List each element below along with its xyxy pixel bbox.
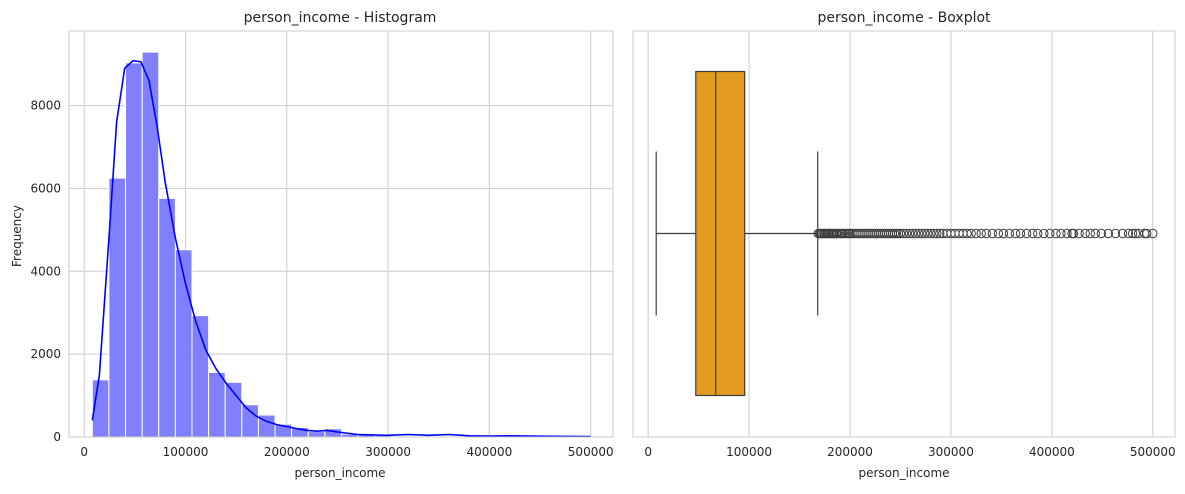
box-x-tick-label: 200000 <box>827 445 873 459</box>
boxplot-outliers <box>813 228 1158 239</box>
outlier-point <box>1015 228 1026 239</box>
hist-x-tick-label: 0 <box>80 445 88 459</box>
histogram-panel: person_income - Histogram 0 100000 200000 3… <box>10 10 614 480</box>
histogram-y-ticks: 0 2000 4000 6000 8000 <box>30 99 61 444</box>
outlier-point <box>1085 228 1095 239</box>
outlier-point <box>971 228 981 239</box>
outlier-point <box>998 228 1009 239</box>
outlier-point <box>916 228 927 239</box>
boxplot-panel: person_income - Boxplot 0 100000 200000 300… <box>632 10 1176 480</box>
outlier-point <box>1090 228 1100 239</box>
histogram-x-axis-label: person_income <box>294 466 385 480</box>
outlier-point <box>1103 228 1114 239</box>
boxplot-x-ticks: 0 100000 200000 300000 400000 500000 <box>644 445 1175 459</box>
outlier-point <box>1080 228 1090 239</box>
kde-line <box>91 59 591 438</box>
outlier-point <box>932 228 942 239</box>
hist-y-tick-label: 4000 <box>30 264 61 278</box>
histogram-title: person_income - Histogram <box>244 10 437 26</box>
histogram-bar <box>141 51 160 438</box>
outlier-point <box>1117 228 1128 239</box>
histogram-bar <box>108 177 127 438</box>
box-x-tick-label: 0 <box>644 445 652 459</box>
outlier-point <box>898 228 909 239</box>
outlier-point <box>1062 228 1072 239</box>
outlier-point <box>901 228 912 239</box>
histogram-bar <box>208 371 226 438</box>
outlier-point <box>1110 228 1121 239</box>
histogram-bar <box>224 381 243 438</box>
outlier-point <box>1096 228 1107 239</box>
hist-x-tick-label: 100000 <box>163 445 209 459</box>
outlier-point <box>1039 228 1049 239</box>
hist-y-tick-label: 2000 <box>30 347 61 361</box>
outlier-point <box>987 228 998 239</box>
outlier-point <box>1021 228 1032 239</box>
hist-y-tick-label: 0 <box>53 430 61 444</box>
iqr-box <box>695 70 746 397</box>
outlier-point <box>910 228 921 239</box>
outlier-point <box>1004 228 1015 239</box>
histogram-bar <box>307 431 326 438</box>
outlier-point <box>895 228 906 239</box>
boxplot-elements <box>655 70 819 397</box>
outlier-point <box>1033 228 1043 239</box>
histogram-bar <box>241 404 259 438</box>
outlier-point <box>966 228 976 239</box>
outlier-point <box>935 228 945 239</box>
outlier-point <box>926 228 936 239</box>
box-x-tick-label: 500000 <box>1130 445 1176 459</box>
boxplot-x-axis-label: person_income <box>858 466 949 480</box>
outlier-point <box>1074 228 1084 239</box>
histogram-axes-frame <box>68 30 614 438</box>
outlier-point <box>907 228 918 239</box>
boxplot-title: person_income - Boxplot <box>817 10 991 26</box>
outlier-point <box>1148 228 1158 239</box>
box-x-tick-label: 400000 <box>1029 445 1075 459</box>
hist-x-tick-label: 200000 <box>264 445 310 459</box>
box-x-tick-label: 300000 <box>928 445 974 459</box>
outlier-point <box>993 228 1004 239</box>
outlier-point <box>1142 228 1152 239</box>
histogram-y-axis-label: Frequency <box>10 205 24 267</box>
outlier-point <box>981 228 991 239</box>
outlier-point <box>904 228 915 239</box>
outlier-point <box>1045 228 1055 239</box>
histogram-bars <box>91 51 426 438</box>
boxplot-axes-frame <box>632 30 1176 438</box>
outlier-point <box>1027 228 1038 239</box>
outlier-point <box>1127 228 1138 239</box>
hist-y-tick-label: 6000 <box>30 181 61 195</box>
outlier-point <box>1051 228 1061 239</box>
outlier-point <box>1123 228 1134 239</box>
box-x-tick-label: 100000 <box>726 445 772 459</box>
outlier-point <box>1068 228 1079 239</box>
histogram-x-ticks: 0 100000 200000 300000 400000 500000 <box>80 445 613 459</box>
outlier-point <box>919 228 930 239</box>
hist-x-tick-label: 300000 <box>365 445 411 459</box>
outlier-point <box>976 228 986 239</box>
histogram-bar <box>125 62 143 438</box>
outlier-point <box>1130 228 1141 239</box>
hist-x-tick-label: 500000 <box>568 445 614 459</box>
outlier-point <box>962 228 972 239</box>
outlier-point <box>923 228 933 239</box>
histogram-bar <box>158 197 176 438</box>
hist-x-tick-label: 400000 <box>467 445 513 459</box>
outlier-point <box>1010 228 1021 239</box>
outlier-point <box>929 228 939 239</box>
outlier-point <box>1056 228 1066 239</box>
outlier-point <box>913 228 924 239</box>
outlier-point <box>1140 228 1150 239</box>
hist-y-tick-label: 8000 <box>30 99 61 113</box>
